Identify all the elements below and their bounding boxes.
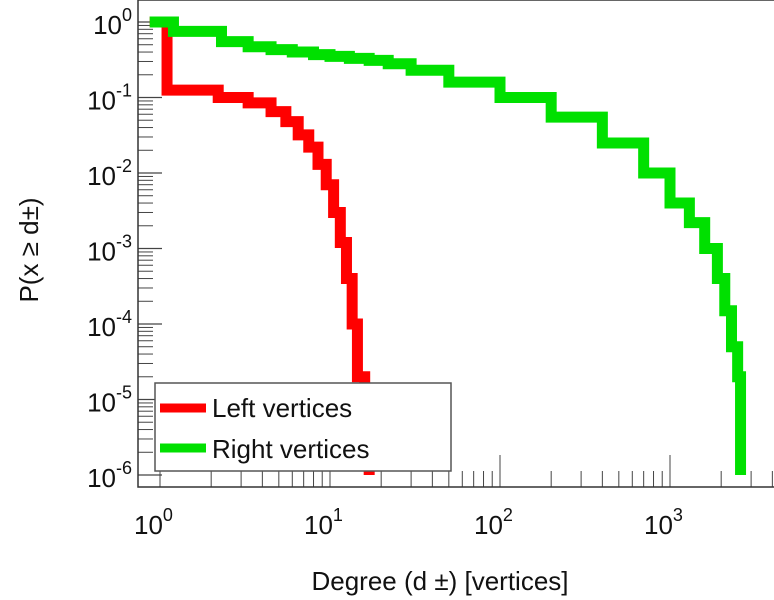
x-tick-label-exponent: 3 <box>673 505 683 525</box>
legend: Left vertices Right vertices <box>154 382 452 472</box>
x-axis-label: Degree (d ±) [vertices] <box>311 566 568 596</box>
x-tick-label-exponent: 0 <box>163 505 173 525</box>
y-tick-label-base: 10 <box>87 312 116 342</box>
x-tick-label: 101 <box>304 505 343 540</box>
x-tick-label: 103 <box>644 505 683 540</box>
y-tick-label: 10-6 <box>87 458 132 493</box>
y-tick-label-base: 10 <box>87 463 116 493</box>
series-left-vertices <box>149 16 375 475</box>
y-axis-label: P(x ≥ d±) <box>14 197 44 302</box>
x-tick-label-exponent: 1 <box>333 505 343 525</box>
x-tick-label: 100 <box>134 505 173 540</box>
y-tick-label-exponent: -5 <box>116 383 132 403</box>
y-tick-label-base: 10 <box>87 237 116 267</box>
x-tick-label-exponent: 2 <box>503 505 513 525</box>
y-tick-label-exponent: 0 <box>122 5 132 25</box>
y-tick-label-exponent: -4 <box>116 307 132 327</box>
y-tick-label-exponent: -6 <box>116 458 132 478</box>
x-tick-label-base: 10 <box>304 510 333 540</box>
y-tick-label: 10-4 <box>87 307 132 342</box>
y-tick-label: 10-1 <box>87 81 132 116</box>
y-tick-label-exponent: -2 <box>116 156 132 176</box>
y-tick-label: 10-5 <box>87 383 132 418</box>
y-tick-label-base: 10 <box>87 388 116 418</box>
y-tick-label: 100 <box>93 5 132 40</box>
y-tick-label-base: 10 <box>93 10 122 40</box>
y-tick-label: 10-3 <box>87 232 132 267</box>
series-right-vertices <box>149 16 747 475</box>
y-tick-label-base: 10 <box>87 86 116 116</box>
y-tick-label-exponent: -1 <box>116 81 132 101</box>
x-tick-label-base: 10 <box>134 510 163 540</box>
y-tick-label-exponent: -3 <box>116 232 132 252</box>
series-lines <box>149 16 747 475</box>
legend-label-right: Right vertices <box>212 434 370 464</box>
x-tick-label-base: 10 <box>474 510 503 540</box>
y-tick-label-base: 10 <box>87 161 116 191</box>
plot-frame <box>137 0 774 488</box>
x-tick-label-base: 10 <box>644 510 673 540</box>
axis-ticks <box>138 21 773 487</box>
x-tick-label: 102 <box>474 505 513 540</box>
y-tick-label: 10-2 <box>87 156 132 191</box>
legend-label-left: Left vertices <box>212 393 352 423</box>
legend-box <box>154 382 452 472</box>
